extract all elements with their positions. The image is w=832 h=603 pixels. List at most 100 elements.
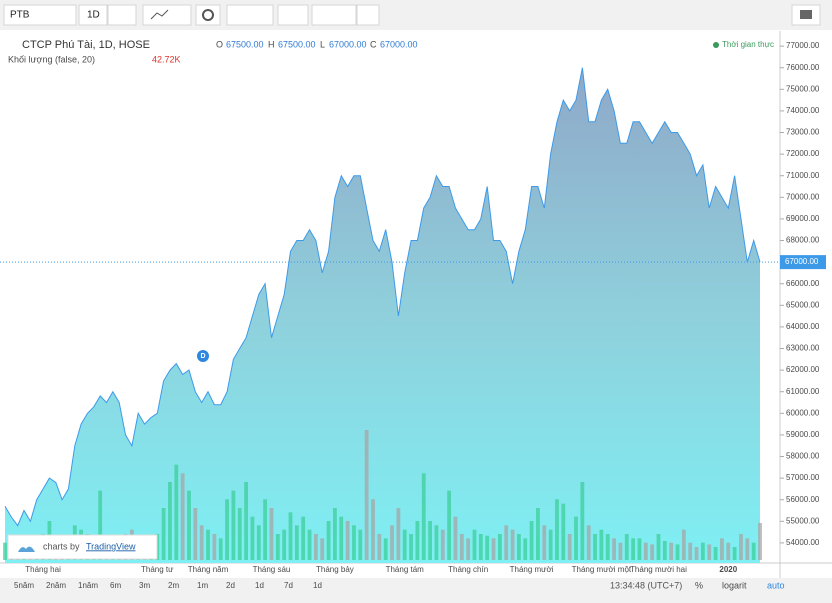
auto-toggle[interactable]: auto [767, 580, 785, 590]
y-tick-label: 63000.00 [786, 344, 820, 353]
volume-bar [168, 482, 172, 560]
volume-bar [681, 529, 686, 560]
chart-style-button[interactable] [142, 4, 192, 26]
indicators-button[interactable] [226, 4, 274, 26]
volume-bar [624, 534, 629, 560]
toolbar [0, 0, 832, 30]
volume-bar [504, 525, 509, 560]
volume-bar [275, 534, 280, 560]
y-tick-label: 69000.00 [786, 214, 820, 223]
legend-title: CTCP Phú Tài, 1D, HOSE [22, 39, 150, 51]
volume-bar [631, 538, 636, 560]
y-tick-label: 71000.00 [786, 171, 820, 180]
legend-c-label: C [370, 39, 377, 49]
x-tick-label: 2020 [719, 565, 737, 574]
range-button[interactable]: 1d [313, 581, 322, 590]
symbol-input[interactable] [3, 4, 77, 26]
range-button[interactable]: 3m [139, 581, 150, 590]
range-button[interactable]: 2d [226, 581, 235, 590]
range-button[interactable]: 2m [168, 581, 179, 590]
volume-bar [732, 547, 737, 560]
range-button[interactable]: 1năm [78, 581, 98, 590]
y-tick-label: 77000.00 [786, 41, 820, 50]
legend-h: 67500.00 [278, 39, 316, 49]
compare-button[interactable] [277, 4, 309, 26]
y-tick-label: 60000.00 [786, 408, 820, 417]
volume-bar [326, 521, 331, 560]
volume-bar [206, 529, 210, 560]
branding[interactable] [7, 534, 158, 560]
y-tick-label: 56000.00 [786, 495, 820, 504]
volume-bar [599, 529, 604, 560]
y-tick-label: 75000.00 [786, 84, 820, 93]
range-button[interactable]: 7d [284, 581, 293, 590]
volume-bar [98, 490, 103, 560]
volume-bar [187, 490, 191, 560]
volume-bar [713, 547, 718, 560]
x-tick-label: Tháng hai [25, 565, 61, 574]
volume-bar [409, 534, 413, 560]
volume-bar [421, 473, 426, 560]
range-button[interactable]: 1d [255, 581, 264, 590]
x-tick-label: Tháng tư [141, 565, 174, 574]
volume-bar [459, 534, 464, 560]
percent-toggle[interactable]: % [695, 580, 703, 590]
volume-value: 42.72K [152, 54, 181, 64]
dividend-marker[interactable] [197, 350, 209, 362]
volume-bar [612, 538, 616, 560]
volume-bar [396, 508, 401, 560]
volume-bar [567, 534, 572, 560]
y-tick-label: 73000.00 [786, 128, 820, 137]
log-toggle[interactable]: logarit [722, 580, 747, 590]
volume-bar [440, 529, 445, 560]
volume-bar [453, 516, 458, 560]
volume-bar [745, 538, 750, 560]
fullscreen-button[interactable] [356, 4, 380, 26]
range-button[interactable]: 6m [110, 581, 121, 590]
branding-name: TradingView [86, 541, 136, 551]
interval-button[interactable] [78, 4, 108, 26]
x-tick-label: Tháng tám [386, 565, 425, 574]
realtime: Thời gian thực [722, 40, 774, 49]
volume-bar [605, 534, 610, 560]
x-tick-label: Tháng sáu [253, 565, 291, 574]
y-tick-label: 62000.00 [786, 365, 820, 374]
range-button[interactable]: 2năm [46, 581, 66, 590]
y-tick-label: 55000.00 [786, 516, 820, 525]
volume-bar [618, 542, 623, 560]
volume-bar [352, 525, 356, 560]
volume-bar [364, 430, 369, 560]
volume-bar [358, 529, 363, 560]
range-button[interactable]: 1m [197, 581, 208, 590]
y-tick-label: 65000.00 [786, 300, 820, 309]
volume-bar [333, 508, 337, 560]
volume-bar [339, 516, 344, 560]
undo-redo[interactable] [311, 4, 357, 26]
more-button[interactable] [107, 4, 137, 26]
volume-bar [593, 534, 597, 560]
volume-bar [256, 525, 261, 560]
volume-bar [377, 534, 382, 560]
volume-bar [269, 508, 274, 560]
volume-bar [523, 538, 528, 560]
volume-bar [517, 534, 521, 560]
settings-button[interactable] [195, 4, 221, 26]
branding-prefix: charts by [43, 541, 80, 551]
volume-bar [656, 534, 661, 560]
y-tick-label: 72000.00 [786, 149, 820, 158]
volume-bar [650, 544, 655, 560]
y-tick-label: 74000.00 [786, 106, 820, 115]
volume-bar [497, 534, 502, 560]
y-tick-label: 70000.00 [786, 192, 820, 201]
legend-o-label: O [216, 39, 223, 49]
volume-bar [707, 544, 712, 560]
range-buttons: 5năm 2năm 1năm 6m 3m 2m 1m 2d 1d 7d 1d [14, 581, 322, 590]
logo [18, 546, 35, 552]
x-tick-label: Tháng mười [510, 565, 554, 574]
volume-bar [288, 512, 293, 560]
volume-bar [263, 499, 268, 560]
range-button[interactable]: 5năm [14, 581, 34, 590]
legend-l: 67000.00 [329, 39, 367, 49]
legend-l-label: L [320, 39, 325, 49]
